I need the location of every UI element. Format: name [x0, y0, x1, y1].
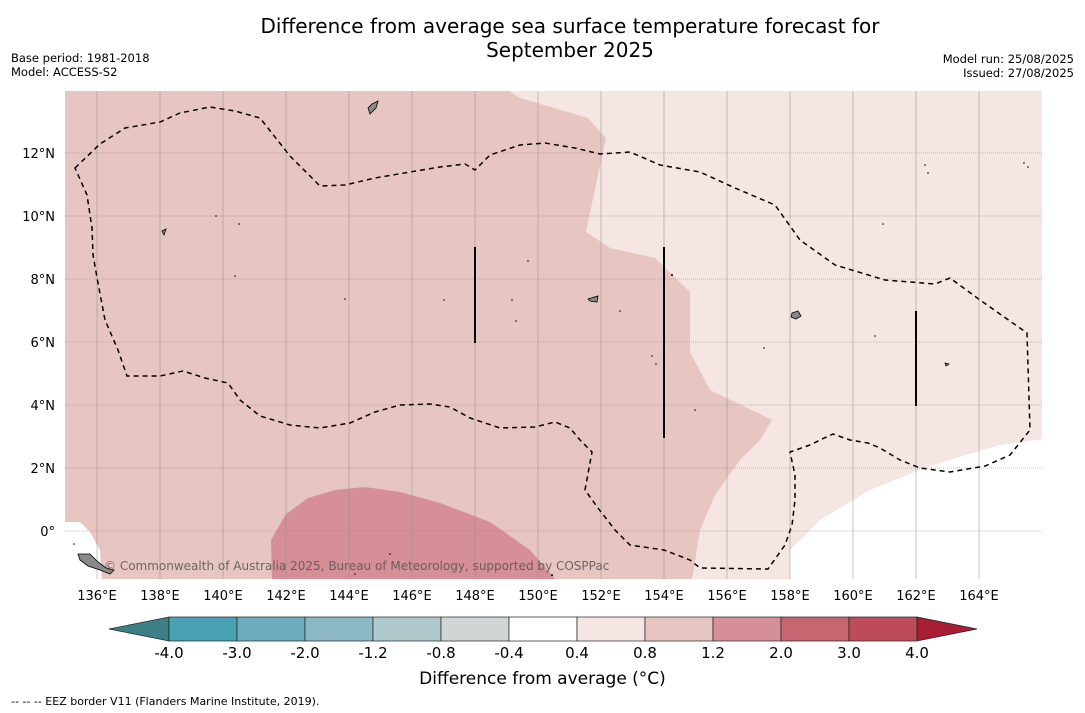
colorbar-tick: 0.4	[565, 644, 589, 662]
longitude-labels: 136°E 138°E 140°E 142°E 144°E 146°E 148°…	[77, 589, 999, 604]
colorbar-tick: 0.8	[633, 644, 657, 662]
island-pohnpei	[790, 310, 802, 320]
lon-label: 156°E	[707, 589, 747, 604]
colorbar-tick: 2.0	[769, 644, 793, 662]
colorbar-extend-high	[916, 616, 978, 642]
lat-label: 0°	[40, 525, 55, 540]
colorbar-tick-labels: -4.0 -3.0 -2.0 -1.2 -0.8 -0.4 0.4 0.8 1.…	[154, 644, 929, 662]
colorbar-swatch	[712, 616, 782, 642]
lon-label: 162°E	[896, 589, 936, 604]
atoll-dots	[73, 162, 1029, 576]
lat-label: 8°N	[31, 273, 56, 288]
colorbar-swatch	[236, 616, 306, 642]
lat-label: 6°N	[31, 336, 56, 351]
colorbar-tick: -1.2	[358, 644, 387, 662]
islands	[77, 100, 950, 575]
colorbar-tick: 1.2	[701, 644, 725, 662]
colorbar-swatch	[780, 616, 850, 642]
lon-label: 154°E	[644, 589, 684, 604]
anomaly-region-mid	[65, 91, 772, 579]
colorbar-swatch	[644, 616, 714, 642]
lon-label: 142°E	[266, 589, 306, 604]
colorbar-swatch	[576, 616, 646, 642]
island-chuuk	[587, 295, 599, 303]
colorbar-tick: -0.4	[494, 644, 523, 662]
colorbar-tick: -0.8	[426, 644, 455, 662]
colorbar-tick: 4.0	[905, 644, 929, 662]
map-title: Difference from average sea surface temp…	[200, 14, 940, 62]
latitude-labels: 12°N 10°N 8°N 6°N 4°N 2°N 0°	[22, 147, 55, 540]
lat-label: 2°N	[31, 462, 56, 477]
base-info: Base period: 1981-2018 Model: ACCESS-S2	[11, 51, 150, 79]
colorbar-tick: -3.0	[222, 644, 251, 662]
lon-label: 136°E	[77, 589, 117, 604]
lon-label: 158°E	[770, 589, 810, 604]
base-period-text: Base period: 1981-2018	[11, 51, 150, 65]
eez-border-west	[74, 106, 1031, 570]
colorbar-swatch	[168, 616, 238, 642]
lon-label: 160°E	[833, 589, 873, 604]
island-ulithi	[161, 228, 167, 237]
lon-label: 150°E	[518, 589, 558, 604]
colorbar-tick: -2.0	[290, 644, 319, 662]
colorbar-tick: 3.0	[837, 644, 861, 662]
colorbar-swatch	[372, 616, 442, 642]
lon-label: 146°E	[392, 589, 432, 604]
eez-borders	[74, 106, 1031, 570]
title-line-1: Difference from average sea surface temp…	[260, 14, 880, 38]
lon-label: 164°E	[959, 589, 999, 604]
lon-label: 148°E	[455, 589, 495, 604]
model-run-text: Model run: 25/08/2025	[942, 52, 1074, 66]
lon-label: 144°E	[329, 589, 369, 604]
colorbar-swatch	[440, 616, 510, 642]
colorbar	[108, 616, 978, 642]
issued-text: Issued: 27/08/2025	[963, 66, 1074, 80]
lon-label: 152°E	[581, 589, 621, 604]
title-line-2: September 2025	[486, 38, 654, 62]
run-info: Model run: 25/08/2025 Issued: 27/08/2025	[943, 52, 1074, 80]
copyright-credit: © Commonwealth of Australia 2025, Bureau…	[104, 559, 609, 573]
colorbar-title: Difference from average (°C)	[419, 669, 666, 689]
model-text: Model: ACCESS-S2	[11, 65, 118, 79]
island-png-coast	[77, 553, 115, 575]
lon-label: 140°E	[203, 589, 243, 604]
lon-label: 138°E	[140, 589, 180, 604]
island-guam	[367, 100, 379, 115]
colorbar-swatch	[508, 616, 578, 642]
lat-label: 4°N	[31, 399, 56, 414]
boundary-segments	[474, 247, 917, 438]
colorbar-tick: -4.0	[154, 644, 183, 662]
colorbar-extend-low	[108, 616, 170, 642]
lat-label: 12°N	[22, 147, 55, 162]
colorbar-swatch	[304, 616, 374, 642]
lat-label: 10°N	[22, 210, 55, 225]
eez-footnote: -- -- -- EEZ border V11 (Flanders Marine…	[11, 695, 320, 708]
map-area: © Commonwealth of Australia 2025, Bureau…	[65, 91, 1042, 579]
colorbar-swatch	[848, 616, 918, 642]
island-kosrae	[944, 362, 950, 367]
anomaly-region-high	[271, 487, 556, 579]
